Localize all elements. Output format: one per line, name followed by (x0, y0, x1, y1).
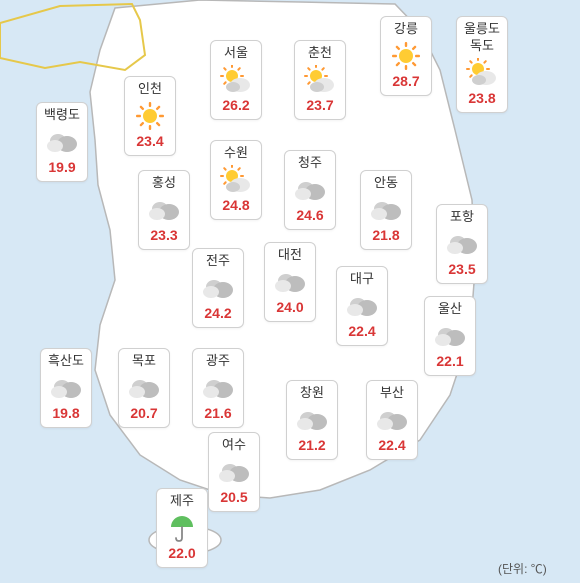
temperature: 19.8 (47, 405, 85, 422)
weather-card: 춘천 23.7 (294, 40, 346, 120)
temperature: 19.9 (43, 159, 81, 176)
temperature: 24.6 (291, 207, 329, 224)
temperature: 24.8 (217, 197, 255, 214)
weather-card: 창원 21.2 (286, 380, 338, 460)
cloudy-icon (291, 175, 329, 205)
temperature: 21.6 (199, 405, 237, 422)
city-name: 전주 (199, 253, 237, 270)
city-name: 청주 (291, 155, 329, 172)
weather-card: 수원 24.8 (210, 140, 262, 220)
weather-card: 대구 22.4 (336, 266, 388, 346)
temperature: 23.3 (145, 227, 183, 244)
weather-card: 서울 26.2 (210, 40, 262, 120)
sunny-icon (131, 101, 169, 131)
weather-card: 목포 20.7 (118, 348, 170, 428)
temperature: 21.2 (293, 437, 331, 454)
cloudy-icon (271, 267, 309, 297)
mostly-sunny-icon (463, 58, 501, 88)
temperature: 21.8 (367, 227, 405, 244)
city-name: 수원 (217, 145, 255, 162)
cloudy-icon (293, 405, 331, 435)
cloudy-icon (145, 195, 183, 225)
cloudy-icon (199, 373, 237, 403)
temperature: 20.5 (215, 489, 253, 506)
temperature: 23.7 (301, 97, 339, 114)
temperature: 23.5 (443, 261, 481, 278)
city-name: 백령도 (43, 107, 81, 124)
weather-card: 대전 24.0 (264, 242, 316, 322)
weather-card: 흑산도 19.8 (40, 348, 92, 428)
cloudy-icon (343, 291, 381, 321)
cloudy-icon (47, 373, 85, 403)
city-name: 포항 (443, 209, 481, 226)
temperature: 22.4 (343, 323, 381, 340)
cloudy-icon (367, 195, 405, 225)
mostly-sunny-icon (217, 165, 255, 195)
unit-label: (단위: ℃) (498, 560, 547, 577)
city-name: 대전 (271, 247, 309, 264)
city-name: 울릉도 독도 (463, 21, 501, 55)
cloudy-icon (215, 457, 253, 487)
weather-card: 광주 21.6 (192, 348, 244, 428)
weather-card: 포항 23.5 (436, 204, 488, 284)
weather-card: 백령도 19.9 (36, 102, 88, 182)
city-name: 창원 (293, 385, 331, 402)
city-name: 흑산도 (47, 353, 85, 370)
temperature: 22.0 (163, 545, 201, 562)
weather-card: 안동 21.8 (360, 170, 412, 250)
cloudy-icon (43, 127, 81, 157)
city-name: 안동 (367, 175, 405, 192)
city-name: 목포 (125, 353, 163, 370)
rain-icon (163, 513, 201, 543)
cloudy-icon (199, 273, 237, 303)
temperature: 22.4 (373, 437, 411, 454)
weather-card: 청주 24.6 (284, 150, 336, 230)
weather-card: 여수 20.5 (208, 432, 260, 512)
cloudy-icon (443, 229, 481, 259)
cloudy-icon (431, 321, 469, 351)
city-name: 강릉 (387, 21, 425, 38)
city-name: 대구 (343, 271, 381, 288)
temperature: 28.7 (387, 73, 425, 90)
temperature: 24.2 (199, 305, 237, 322)
city-name: 여수 (215, 437, 253, 454)
mostly-sunny-icon (217, 65, 255, 95)
weather-card: 제주 22.0 (156, 488, 208, 568)
weather-card: 울산 22.1 (424, 296, 476, 376)
cloudy-icon (125, 373, 163, 403)
temperature: 23.4 (131, 133, 169, 150)
temperature: 22.1 (431, 353, 469, 370)
temperature: 24.0 (271, 299, 309, 316)
city-name: 울산 (431, 301, 469, 318)
weather-card: 전주 24.2 (192, 248, 244, 328)
weather-card: 강릉 28.7 (380, 16, 432, 96)
mostly-sunny-icon (301, 65, 339, 95)
city-name: 인천 (131, 81, 169, 98)
weather-card: 울릉도 독도 23.8 (456, 16, 508, 113)
city-name: 서울 (217, 45, 255, 62)
city-name: 홍성 (145, 175, 183, 192)
cloudy-icon (373, 405, 411, 435)
city-name: 부산 (373, 385, 411, 402)
temperature: 20.7 (125, 405, 163, 422)
temperature: 23.8 (463, 90, 501, 107)
city-name: 제주 (163, 493, 201, 510)
city-name: 춘천 (301, 45, 339, 62)
temperature: 26.2 (217, 97, 255, 114)
weather-card: 인천 23.4 (124, 76, 176, 156)
weather-card: 부산 22.4 (366, 380, 418, 460)
sunny-icon (387, 41, 425, 71)
city-name: 광주 (199, 353, 237, 370)
weather-card: 홍성 23.3 (138, 170, 190, 250)
